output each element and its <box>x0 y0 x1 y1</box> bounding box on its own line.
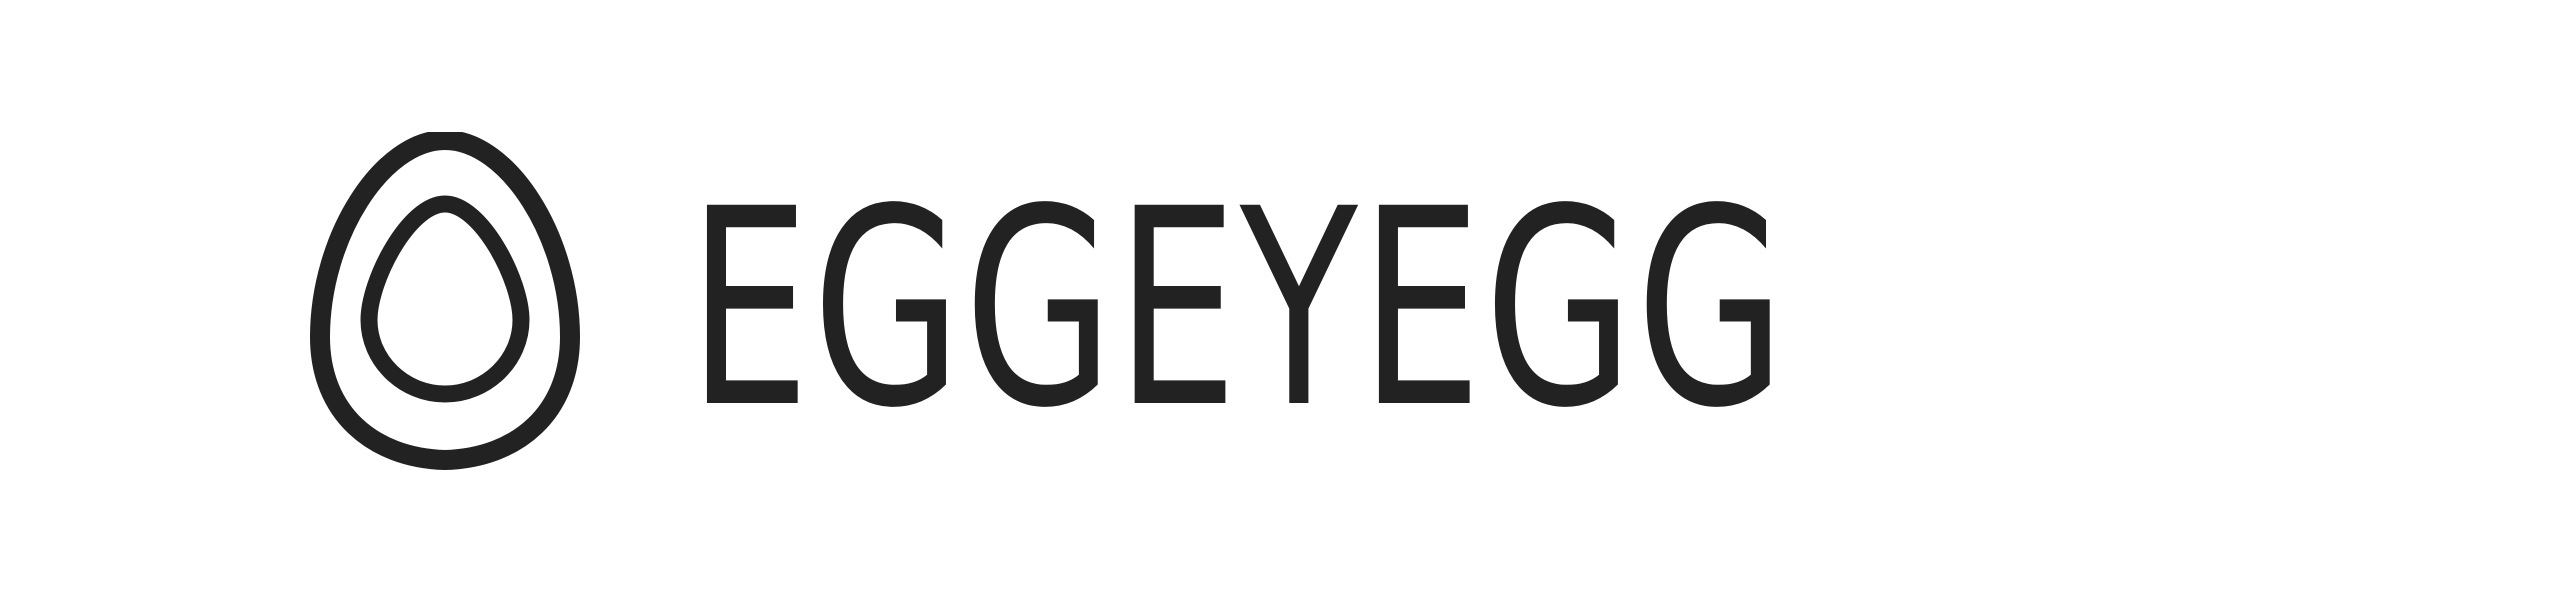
egg-outline-icon <box>310 132 580 472</box>
brand-wordmark: EGGEYEGG <box>688 152 1788 468</box>
